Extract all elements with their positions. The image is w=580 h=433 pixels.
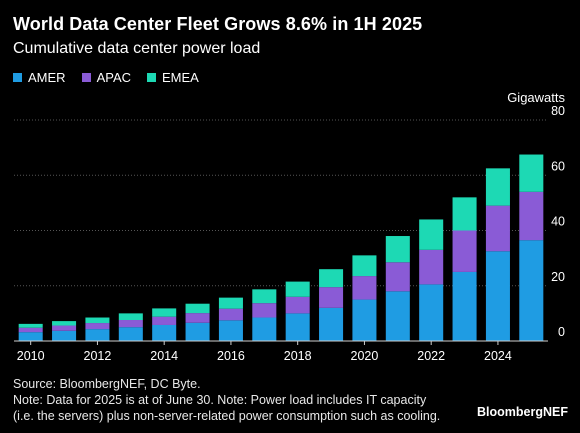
bar-segment-apac [52,325,77,331]
y-tick-label: 0 [558,325,565,339]
y-tick-label: 20 [551,270,565,284]
bar-segment-emea [419,219,444,250]
note-line-2: (i.e. the servers) plus non-server-relat… [13,409,441,423]
legend-swatch-amer [13,73,22,82]
bar-segment-emea [319,269,344,288]
legend-label-amer: AMER [28,70,66,85]
x-tick-label: 2010 [17,349,45,363]
bar-segment-apac [419,249,444,285]
bar-segment-amer [52,330,77,341]
bar-segment-emea [352,255,377,277]
legend-swatch-emea [147,73,156,82]
bar-segment-amer [485,251,510,341]
bar-segment-emea [218,297,243,309]
bar-segment-amer [419,284,444,341]
bar-segment-amer [252,317,277,341]
legend: AMER APAC EMEA [13,70,215,85]
bar-segment-amer [385,291,410,341]
legend-label-emea: EMEA [162,70,199,85]
legend-item-apac: APAC [81,70,131,85]
legend-label-apac: APAC [96,70,131,85]
x-tick-label: 2016 [217,349,245,363]
bar-segment-emea [252,289,277,304]
bar-segment-apac [218,308,243,321]
chart-title: World Data Center Fleet Grows 8.6% in 1H… [13,14,423,34]
bar-segment-apac [185,313,210,323]
bar-segment-amer [452,271,477,341]
bar-segment-amer [519,240,544,341]
y-tick-label: 40 [551,215,565,229]
chart-footer: Source: BloombergNEF, DC Byte. Note: Dat… [13,376,440,424]
legend-item-amer: AMER [13,70,66,85]
y-tick-label: 60 [551,159,565,173]
bar-segment-apac [319,287,344,308]
bar-segment-emea [485,168,510,206]
y-tick-label: 80 [551,104,565,118]
bar-segment-emea [18,323,43,328]
x-tick-label: 2020 [351,349,379,363]
bar-segment-emea [85,317,110,324]
y-axis-unit-label: Gigawatts [507,90,565,105]
bar-segment-apac [485,205,510,252]
x-tick-label: 2022 [417,349,445,363]
bar-segment-apac [452,230,477,272]
bar-segment-apac [519,191,544,241]
bar-segment-amer [152,324,177,341]
bar-segment-amer [218,320,243,341]
bar-segment-emea [185,303,210,314]
bar-segment-apac [85,323,110,330]
legend-swatch-apac [81,73,91,82]
bar-segment-emea [152,308,177,317]
bar-segment-amer [285,313,310,341]
bar-segment-emea [118,313,143,321]
x-tick-label: 2024 [484,349,512,363]
x-tick-label: 2018 [284,349,312,363]
chart-subtitle: Cumulative data center power load [13,40,261,57]
bar-segment-apac [352,276,377,300]
brand-logo: BloombergNEF [477,405,568,419]
bar-segment-emea [452,197,477,231]
bar-segment-emea [519,154,544,192]
bar-segment-emea [385,236,410,263]
bar-segment-amer [319,307,344,341]
bar-segment-amer [18,332,43,341]
legend-item-emea: EMEA [147,70,199,85]
bar-segment-apac [252,303,277,318]
bar-segment-apac [385,262,410,292]
bar-segment-apac [18,327,43,333]
bar-segment-apac [152,316,177,325]
source-note: Source: BloombergNEF, DC Byte. [13,377,201,391]
bar-segment-amer [118,327,143,341]
bar-segment-amer [352,299,377,341]
bar-segment-apac [118,320,143,328]
bar-segment-apac [285,296,310,314]
x-tick-label: 2012 [84,349,112,363]
bar-segment-emea [285,281,310,297]
note-line-1: Note: Data for 2025 is at of June 30. No… [13,393,427,407]
bar-segment-amer [85,329,110,341]
x-tick-label: 2014 [150,349,178,363]
bar-segment-amer [185,322,210,341]
bar-segment-emea [52,321,77,326]
